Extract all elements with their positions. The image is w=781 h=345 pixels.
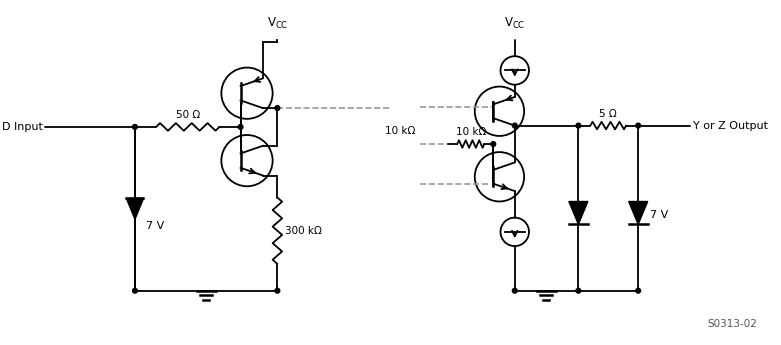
Polygon shape [569,201,588,224]
Circle shape [133,288,137,293]
Text: 10 kΩ: 10 kΩ [385,126,415,136]
Circle shape [636,123,640,128]
Text: Y or Z Output: Y or Z Output [694,120,769,130]
Circle shape [275,106,280,110]
Circle shape [275,288,280,293]
Circle shape [576,288,581,293]
Text: S0313-02: S0313-02 [707,319,757,329]
Text: 5 Ω: 5 Ω [599,109,617,119]
Circle shape [491,142,496,146]
Text: 300 kΩ: 300 kΩ [285,226,322,236]
Text: D Input: D Input [2,122,43,132]
Circle shape [133,125,137,129]
Circle shape [238,125,243,129]
Circle shape [512,288,517,293]
Circle shape [636,288,640,293]
Circle shape [512,123,517,128]
Polygon shape [127,198,144,219]
Text: 7 V: 7 V [146,221,165,231]
Circle shape [576,123,581,128]
Text: 7 V: 7 V [650,210,668,220]
Text: 50 Ω: 50 Ω [176,110,200,120]
Text: 10 kΩ: 10 kΩ [455,127,486,137]
Text: V$_{\rm CC}$: V$_{\rm CC}$ [267,16,288,31]
Text: V$_{\rm CC}$: V$_{\rm CC}$ [504,16,526,31]
Polygon shape [629,201,647,224]
